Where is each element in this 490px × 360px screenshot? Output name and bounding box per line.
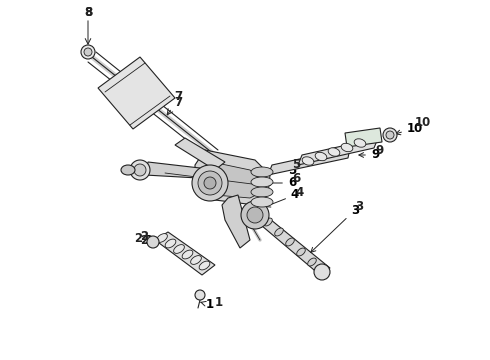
Text: 5: 5 [266, 163, 296, 176]
Ellipse shape [121, 165, 135, 175]
Ellipse shape [302, 157, 314, 165]
Circle shape [241, 201, 269, 229]
Circle shape [192, 165, 228, 201]
Ellipse shape [264, 218, 272, 226]
Circle shape [198, 171, 222, 195]
Text: 9: 9 [375, 144, 383, 157]
Ellipse shape [251, 167, 273, 177]
Ellipse shape [341, 143, 353, 152]
Ellipse shape [286, 238, 294, 246]
Circle shape [84, 48, 92, 56]
Polygon shape [345, 128, 382, 147]
Ellipse shape [308, 258, 316, 266]
Text: 6: 6 [266, 176, 296, 189]
Text: 2: 2 [140, 234, 148, 247]
Text: 2: 2 [140, 230, 148, 243]
Circle shape [134, 164, 146, 176]
Circle shape [314, 264, 330, 280]
Text: 9: 9 [359, 148, 379, 162]
Ellipse shape [328, 148, 340, 156]
Circle shape [147, 236, 159, 248]
Circle shape [130, 160, 150, 180]
Text: 2: 2 [144, 234, 157, 247]
Circle shape [81, 45, 95, 59]
Ellipse shape [199, 261, 210, 270]
Polygon shape [222, 195, 250, 248]
Text: 3: 3 [311, 203, 359, 252]
Ellipse shape [251, 187, 273, 197]
Polygon shape [298, 138, 378, 165]
Ellipse shape [173, 244, 184, 253]
Text: 5: 5 [292, 158, 300, 171]
Text: 10: 10 [396, 122, 423, 135]
Ellipse shape [354, 139, 366, 147]
Polygon shape [145, 162, 200, 178]
Polygon shape [155, 232, 215, 275]
Circle shape [386, 131, 394, 139]
Polygon shape [255, 215, 330, 275]
Ellipse shape [182, 250, 193, 259]
Circle shape [204, 177, 216, 189]
Text: 8: 8 [84, 5, 92, 18]
Text: 10: 10 [415, 116, 431, 129]
Text: 4: 4 [295, 185, 303, 198]
Circle shape [383, 128, 397, 142]
Ellipse shape [297, 248, 305, 256]
Ellipse shape [157, 234, 168, 242]
Circle shape [195, 290, 205, 300]
Text: 7: 7 [174, 96, 182, 109]
Text: 8: 8 [84, 5, 92, 18]
Ellipse shape [275, 228, 283, 236]
Ellipse shape [165, 239, 176, 248]
Text: 2: 2 [134, 231, 142, 244]
Ellipse shape [251, 177, 273, 187]
Polygon shape [268, 148, 350, 175]
Polygon shape [195, 150, 270, 205]
Circle shape [247, 207, 263, 223]
Text: 6: 6 [292, 171, 300, 184]
Text: 1: 1 [200, 298, 214, 311]
Polygon shape [175, 138, 225, 170]
Ellipse shape [315, 152, 327, 161]
Text: 1: 1 [215, 296, 223, 309]
Text: 4: 4 [266, 189, 299, 207]
Text: 7: 7 [174, 90, 182, 104]
Text: 3: 3 [355, 201, 363, 213]
Ellipse shape [191, 256, 201, 264]
Polygon shape [98, 57, 175, 129]
Ellipse shape [251, 197, 273, 207]
Polygon shape [204, 162, 262, 198]
